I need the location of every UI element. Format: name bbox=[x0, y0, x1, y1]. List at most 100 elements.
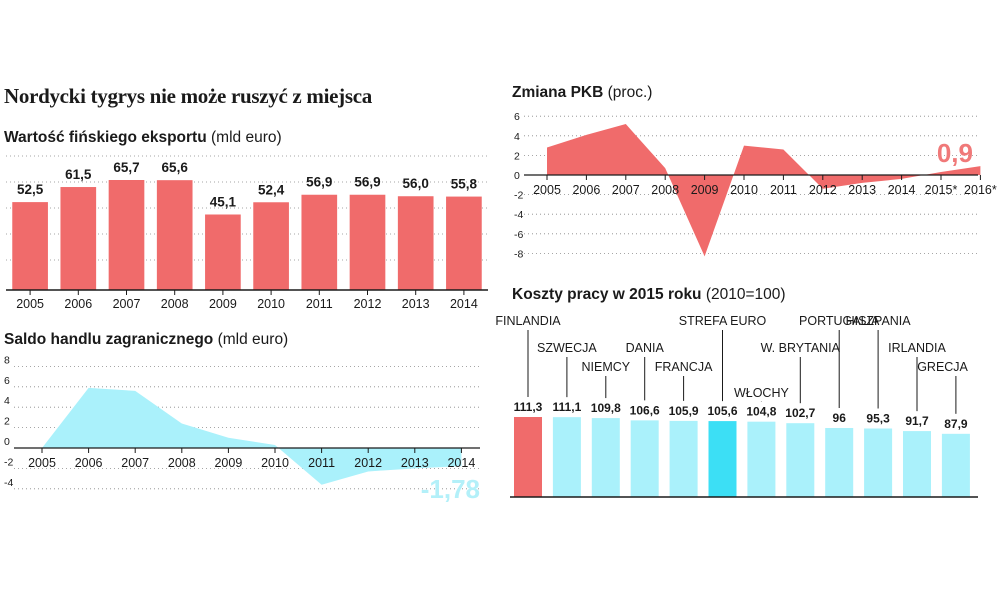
country-label: FRANCJA bbox=[655, 360, 713, 374]
country-label: HISZPANIA bbox=[846, 314, 912, 328]
labour-cost-bar bbox=[552, 417, 581, 497]
labour-cost-value-label: 102,7 bbox=[785, 406, 815, 420]
labour-cost-chart-title: Koszty pracy w 2015 roku (2010=100) bbox=[512, 286, 786, 303]
labour-cost-value-label: 96 bbox=[833, 411, 847, 425]
export-bar bbox=[205, 214, 241, 290]
y-tick-label: 0 bbox=[514, 170, 520, 182]
gdp-chart: 6 4 2 0 -2 -4 -6 -8 2005 2006 2007 2008 2009 2010 2011… bbox=[514, 111, 997, 260]
export-value-label: 56,0 bbox=[403, 176, 429, 191]
export-value-label: 52,4 bbox=[258, 182, 285, 197]
y-tick-label: 4 bbox=[4, 395, 10, 407]
labour-cost-value-label: 109,8 bbox=[591, 401, 621, 415]
gdp-year-label: 2007 bbox=[612, 183, 640, 197]
labour-cost-value-label: 105,6 bbox=[707, 404, 737, 418]
export-year-label: 2011 bbox=[306, 297, 333, 311]
trade-balance-area bbox=[42, 387, 462, 485]
trade-highlight-value: -1,78 bbox=[421, 474, 480, 504]
export-year-label: 2009 bbox=[209, 297, 237, 311]
gdp-year-label: 2010 bbox=[730, 183, 758, 197]
y-tick-label: 2 bbox=[4, 416, 10, 428]
export-bar bbox=[60, 187, 97, 290]
country-label: W. BRYTANIA bbox=[761, 341, 841, 355]
export-value-label: 61,5 bbox=[65, 167, 92, 182]
labour-cost-bar bbox=[786, 423, 815, 497]
country-label: SZWECJA bbox=[537, 341, 597, 355]
export-year-label: 2012 bbox=[354, 297, 382, 311]
labour-cost-bar bbox=[903, 431, 931, 497]
labour-cost-value-label: 91,7 bbox=[905, 414, 929, 428]
y-tick-label: 6 bbox=[514, 111, 520, 123]
gdp-chart-title: Zmiana PKB (proc.) bbox=[512, 84, 653, 101]
trade-year-label: 2005 bbox=[28, 456, 56, 470]
labour-cost-value-label: 104,8 bbox=[746, 405, 776, 419]
export-year-label: 2005 bbox=[16, 297, 44, 311]
trade-year-label: 2011 bbox=[308, 456, 335, 470]
labour-cost-chart: 111,3 FINLANDIA 111,1 SZWECJA 109,8 NIEMCY 106… bbox=[495, 314, 978, 498]
labour-cost-bar bbox=[864, 428, 893, 497]
export-chart: 52,5 2005 61,5 2006 65,7 2007 65,6 2008 45,1 2009… bbox=[6, 155, 488, 311]
export-value-label: 45,1 bbox=[210, 194, 237, 209]
export-year-label: 2008 bbox=[161, 297, 189, 311]
trade-year-label: 2006 bbox=[75, 456, 103, 470]
labour-cost-value-label: 111,1 bbox=[553, 400, 582, 414]
y-tick-label: 0 bbox=[4, 436, 10, 448]
export-value-label: 52,5 bbox=[17, 182, 44, 197]
export-year-label: 2014 bbox=[450, 297, 478, 311]
export-value-label: 56,9 bbox=[306, 175, 332, 190]
export-bar bbox=[349, 194, 386, 290]
labour-cost-bar bbox=[941, 433, 970, 497]
trade-year-label: 2014 bbox=[447, 456, 475, 470]
country-label: IRLANDIA bbox=[888, 341, 946, 355]
country-label: WŁOCHY bbox=[734, 386, 790, 400]
export-chart-title: Wartość fińskiego eksportu (mld euro) bbox=[4, 129, 282, 146]
trade-year-label: 2012 bbox=[354, 456, 382, 470]
export-bar bbox=[156, 180, 193, 290]
y-tick-label: -2 bbox=[4, 456, 13, 468]
y-tick-label: -4 bbox=[514, 209, 523, 221]
gdp-area bbox=[547, 124, 981, 257]
export-value-label: 55,8 bbox=[451, 177, 478, 192]
labour-cost-bar bbox=[747, 421, 776, 497]
gdp-year-label: 2014 bbox=[888, 183, 916, 197]
labour-cost-bar bbox=[825, 427, 854, 497]
trade-year-label: 2009 bbox=[214, 456, 242, 470]
labour-cost-value-label: 111,3 bbox=[514, 400, 543, 414]
y-tick-label: -6 bbox=[514, 229, 523, 241]
y-tick-label: 8 bbox=[4, 354, 10, 366]
labour-cost-bar bbox=[630, 420, 659, 497]
trade-balance-chart: 8 6 4 2 0 -2 -4 2005 2006 2007 2008 2009 2010 2011 201… bbox=[4, 354, 480, 504]
y-tick-label: 6 bbox=[4, 375, 10, 387]
export-bar bbox=[108, 180, 145, 290]
country-label: NIEMCY bbox=[581, 360, 630, 374]
page-title: Nordycki tygrys nie może ruszyć z miejsc… bbox=[4, 84, 372, 108]
export-year-label: 2006 bbox=[64, 297, 92, 311]
export-bar bbox=[446, 196, 482, 290]
gdp-year-label: 2013 bbox=[848, 183, 876, 197]
y-tick-label: 2 bbox=[514, 150, 520, 162]
trade-year-label: 2013 bbox=[401, 456, 429, 470]
country-label: STREFA EURO bbox=[679, 314, 767, 328]
trade-year-label: 2010 bbox=[261, 456, 289, 470]
export-bar bbox=[12, 202, 48, 290]
export-year-label: 2013 bbox=[402, 297, 430, 311]
labour-cost-bar bbox=[514, 417, 542, 497]
gdp-highlight-value: 0,9 bbox=[937, 138, 973, 168]
gdp-year-label: 2016* bbox=[964, 183, 997, 197]
trade-balance-chart-title: Saldo handlu zagranicznego (mld euro) bbox=[4, 331, 289, 348]
labour-cost-value-label: 87,9 bbox=[944, 417, 968, 431]
y-tick-label: -4 bbox=[4, 477, 13, 489]
labour-cost-bar bbox=[591, 418, 620, 497]
gdp-year-label: 2006 bbox=[572, 183, 600, 197]
country-label: GRECJA bbox=[917, 360, 968, 374]
labour-cost-value-label: 95,3 bbox=[866, 412, 890, 426]
gdp-year-label: 2009 bbox=[691, 183, 719, 197]
export-bar bbox=[397, 196, 434, 290]
labour-cost-value-label: 105,9 bbox=[669, 404, 699, 418]
country-label: FINLANDIA bbox=[495, 314, 561, 328]
gdp-year-label: 2015* bbox=[925, 183, 958, 197]
export-value-label: 56,9 bbox=[354, 175, 380, 190]
y-tick-label: -2 bbox=[514, 190, 523, 202]
labour-cost-bar bbox=[708, 421, 737, 497]
country-label: PORTUGALIA bbox=[799, 314, 880, 328]
export-bar bbox=[253, 202, 289, 290]
